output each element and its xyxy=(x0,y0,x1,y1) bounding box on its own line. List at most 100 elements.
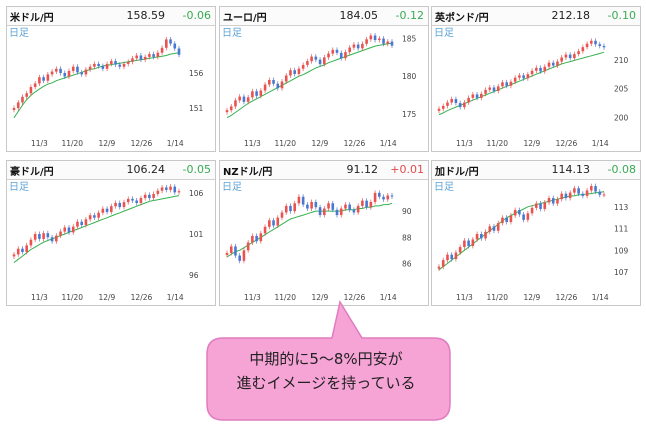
y-tick-label: 151 xyxy=(189,104,204,113)
candlestick xyxy=(450,252,453,262)
callout-line-2: 進むイメージを持っている xyxy=(236,374,416,392)
candlestick xyxy=(577,185,580,197)
candlestick xyxy=(467,95,470,105)
candlestick-chart: 日足 106 101 96 11/3 11/20 12/9 12/26 1/14 xyxy=(9,181,204,302)
candlestick xyxy=(284,73,288,84)
candlestick xyxy=(110,203,113,215)
y-tick-label: 205 xyxy=(614,85,629,94)
candlestick xyxy=(105,206,109,215)
candlestick xyxy=(344,202,347,211)
candlestick xyxy=(297,66,301,77)
candlestick xyxy=(169,36,172,47)
candlestick xyxy=(67,225,71,235)
chart-panel[interactable]: 米ドル/円 158.59 -0.06 日足 156 151 11/3 11/20 12/9 12/… xyxy=(6,6,216,152)
candlestick xyxy=(556,59,559,69)
candlestick xyxy=(225,107,229,115)
chart-panel[interactable]: 英ポンド/円 212.18 -0.10 日足 210 205 200 11/3 11/20 12/… xyxy=(431,6,641,152)
candlestick xyxy=(152,51,155,60)
candlestick xyxy=(318,204,322,218)
candlestick xyxy=(63,225,67,234)
candlestick xyxy=(543,64,547,74)
candlestick xyxy=(471,236,475,249)
candlestick xyxy=(335,47,339,56)
candlestick xyxy=(29,237,33,248)
candlestick xyxy=(339,206,343,218)
x-tick-label: 12/9 xyxy=(98,293,115,302)
x-tick-label: 12/26 xyxy=(344,293,366,302)
candlestick xyxy=(484,229,487,241)
moving-average-line xyxy=(13,195,180,263)
candlestick xyxy=(598,41,602,49)
x-tick-label: 11/3 xyxy=(31,293,48,302)
candlestick xyxy=(568,190,572,201)
chart-panel[interactable]: ユーロ/円 184.05 -0.12 日足 185 180 175 11/3 11/20 12/9… xyxy=(219,6,429,152)
y-tick-label: 106 xyxy=(189,189,204,198)
candlestick xyxy=(33,231,37,243)
currency-pair-label: ユーロ/円 xyxy=(223,13,267,24)
candlestick xyxy=(76,64,79,75)
candlestick xyxy=(118,200,122,210)
candlestick xyxy=(530,205,534,216)
candlestick xyxy=(339,50,343,61)
candlestick xyxy=(492,85,496,94)
candlestick xyxy=(602,43,606,50)
candlestick xyxy=(573,185,576,196)
candlestick xyxy=(238,253,241,264)
candlestick xyxy=(131,196,134,203)
candlestick xyxy=(513,75,517,85)
candlestick xyxy=(526,210,530,223)
candlestick xyxy=(314,199,318,210)
candlestick xyxy=(12,251,16,259)
candlestick xyxy=(148,51,151,60)
chart-panel[interactable]: NZドル/円 91.12 +0.01 日足 90 88 86 11/3 11/20 12/9 12/… xyxy=(219,160,429,306)
candlestick xyxy=(446,100,449,109)
candlestick xyxy=(348,202,351,213)
candlestick xyxy=(276,215,280,228)
candlestick xyxy=(301,194,305,208)
candlestick xyxy=(450,96,453,105)
candlestick xyxy=(352,207,356,215)
currency-pair-label: 豪ドル/円 xyxy=(10,167,54,178)
candlestick xyxy=(382,194,385,202)
candlestick xyxy=(160,185,164,194)
candlestick xyxy=(356,42,360,51)
candlestick-chart: 日足 90 88 86 11/3 11/20 12/9 12/26 1/14 xyxy=(222,181,412,302)
candlestick xyxy=(88,212,92,222)
price-change: -0.08 xyxy=(607,163,636,176)
price-change: -0.10 xyxy=(607,9,636,22)
candlestick xyxy=(560,55,563,65)
candlestick xyxy=(156,50,160,60)
candlestick xyxy=(361,198,364,209)
candlestick xyxy=(475,91,479,101)
candlestick xyxy=(568,52,572,61)
candlestick xyxy=(480,91,483,101)
x-tick-label: 1/14 xyxy=(167,293,184,302)
callout-line-1: 中期的に5～8%円安が xyxy=(249,350,403,368)
x-tick-label: 12/26 xyxy=(344,139,366,148)
candlestick xyxy=(42,74,45,84)
candlestick xyxy=(518,207,521,217)
chart-panel[interactable]: 豪ドル/円 106.24 -0.05 日足 106 101 96 11/3 11/20 12/9 1… xyxy=(6,160,216,306)
candlestick xyxy=(369,199,373,210)
price-value: 212.18 xyxy=(551,9,591,22)
chart-panel[interactable]: 加ドル/円 114.13 -0.08 日足 113 111 109 107 11/3 11/20 1… xyxy=(431,160,641,306)
candlestick xyxy=(602,192,606,198)
candlestick xyxy=(21,94,24,105)
candlestick xyxy=(84,216,88,228)
candlestick xyxy=(173,41,177,51)
candlestick xyxy=(122,199,126,210)
candlestick xyxy=(551,195,555,206)
candlestick xyxy=(242,247,246,264)
candlestick xyxy=(518,72,521,81)
panel-header: 加ドル/円 114.13 -0.08 xyxy=(432,161,640,180)
period-label: 日足 xyxy=(434,27,454,39)
candlestick xyxy=(492,223,496,234)
y-tick-label: 107 xyxy=(614,268,629,277)
candlestick xyxy=(463,238,466,250)
candlestick xyxy=(310,54,313,64)
candlestick xyxy=(246,94,250,105)
y-tick-label: 109 xyxy=(614,246,629,255)
candlestick xyxy=(594,183,597,194)
candlestick xyxy=(327,200,330,211)
candlestick xyxy=(306,202,309,211)
